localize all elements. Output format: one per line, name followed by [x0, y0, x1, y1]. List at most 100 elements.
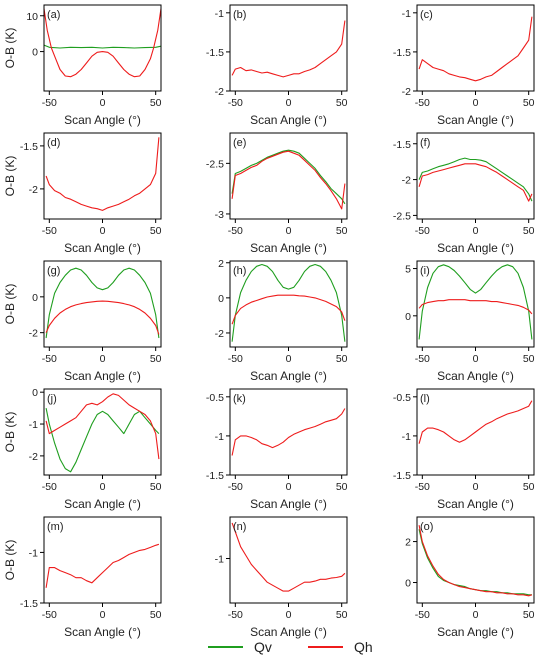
- x-tick-label-b: 0: [286, 97, 292, 109]
- x-tick-label-j: -50: [42, 481, 57, 493]
- x-tick-label-f: 50: [523, 225, 535, 237]
- x-tick-label-c: 0: [473, 97, 479, 109]
- x-axis-label-m: Scan Angle (°): [64, 625, 141, 639]
- series-line-l-qh: [418, 400, 533, 444]
- legend: Qv Qh: [208, 639, 373, 655]
- x-tick-label-o: 0: [473, 609, 479, 621]
- y-tick-label-a: 0: [32, 47, 38, 59]
- y-tick-label-j: -2: [29, 451, 38, 463]
- x-tick-label-d: 0: [100, 225, 106, 237]
- y-tick-label-j: 0: [32, 387, 38, 399]
- panel-f: -50 0 50 -2.5 -2 -1.5 (f) Scan Angle (°): [393, 132, 535, 255]
- y-tick-label-c: -1: [402, 8, 411, 20]
- series-line-e-qh: [231, 150, 346, 210]
- panel-label-i: (i): [420, 265, 430, 277]
- panel-label-h: (h): [233, 265, 246, 277]
- y-tick-label-o: 2: [405, 537, 411, 549]
- series-line-a-qh: [43, 8, 162, 78]
- plot-frame-f: [416, 132, 535, 220]
- panel-k: -50 0 50 -1.5 -1 -0.5 (k) Scan Angle (°): [206, 388, 348, 511]
- panel-label-c: (c): [420, 9, 433, 21]
- y-tick-label-b: -2: [215, 86, 224, 98]
- series-line-h-qv: [231, 263, 346, 342]
- panel-e: -50 0 50 -3 -2.5 (e) Scan Angle (°): [206, 132, 348, 255]
- x-axis-label-f: Scan Angle (°): [437, 241, 514, 255]
- y-tick-label-k: -0.5: [206, 392, 224, 404]
- x-tick-label-n: -50: [228, 609, 243, 621]
- series-line-i-qv: [418, 264, 533, 340]
- series-line-j-qv: [45, 407, 160, 473]
- panel-h: -50 0 50 -2 0 2 (h) Scan Angle (°): [215, 258, 348, 383]
- panel-n: -50 0 50 -1 (n) Scan Angle (°): [215, 516, 348, 639]
- plot-frame-d: [43, 132, 162, 220]
- x-tick-label-o: 50: [523, 609, 535, 621]
- x-tick-label-k: 0: [286, 481, 292, 493]
- series-line-h-qh: [231, 294, 346, 325]
- y-axis-label-a: O-B (K): [3, 28, 17, 69]
- y-tick-label-h: 0: [218, 293, 224, 305]
- y-tick-label-g: 0: [32, 292, 38, 304]
- panel-j: -50 0 50 -2 -1 0 (j) Scan Angle (°) O-B (K): [3, 387, 162, 511]
- x-tick-label-m: -50: [42, 609, 57, 621]
- panel-label-k: (k): [233, 393, 246, 405]
- series-line-i-qh: [418, 299, 533, 315]
- y-tick-label-e: -3: [215, 209, 224, 221]
- x-tick-label-n: 50: [336, 609, 348, 621]
- y-axis-label-g: O-B (K): [3, 284, 17, 325]
- x-tick-label-f: -50: [415, 225, 430, 237]
- series-line-f-qh: [418, 163, 533, 202]
- y-tick-label-e: -2.5: [206, 158, 224, 170]
- y-tick-label-a: 10: [26, 11, 38, 23]
- y-tick-label-l: -0.5: [393, 392, 411, 404]
- x-tick-label-k: 50: [336, 481, 348, 493]
- y-axis-label-j: O-B (K): [3, 412, 17, 453]
- x-tick-label-a: -50: [42, 97, 57, 109]
- x-tick-label-m: 0: [100, 609, 106, 621]
- series-line-g-qh: [45, 300, 160, 335]
- panel-i: -50 0 50 0 5 (i) Scan Angle (°): [405, 260, 535, 383]
- legend-label-qv: Qv: [254, 639, 272, 655]
- plot-frame-b: [229, 4, 348, 92]
- panel-o: -50 0 50 0 2 (o) Scan Angle (°): [405, 516, 535, 639]
- panel-l: -50 0 50 -1.5 -1 -0.5 (l) Scan Angle (°): [393, 388, 535, 511]
- x-tick-label-j: 0: [100, 481, 106, 493]
- x-tick-label-h: 0: [286, 353, 292, 365]
- panel-label-b: (b): [233, 9, 246, 21]
- plot-frame-e: [229, 132, 348, 220]
- x-axis-label-g: Scan Angle (°): [64, 369, 141, 383]
- y-tick-label-d: -2: [29, 184, 38, 196]
- x-tick-label-i: -50: [415, 353, 430, 365]
- series-line-f-qv: [418, 157, 533, 202]
- panel-label-a: (a): [47, 9, 60, 21]
- y-tick-label-l: -1: [402, 431, 411, 443]
- x-axis-label-k: Scan Angle (°): [250, 497, 327, 511]
- x-axis-label-i: Scan Angle (°): [437, 369, 514, 383]
- series-line-e-qv: [231, 149, 346, 205]
- x-tick-label-g: 50: [150, 353, 162, 365]
- series-line-g-qv: [45, 267, 160, 339]
- x-tick-label-e: -50: [228, 225, 243, 237]
- panel-g: -50 0 50 -2 0 (g) Scan Angle (°) O-B (K): [3, 260, 162, 383]
- y-tick-label-d: -1.5: [20, 141, 38, 153]
- x-axis-label-h: Scan Angle (°): [250, 369, 327, 383]
- x-tick-label-c: -50: [415, 97, 430, 109]
- x-tick-label-l: 0: [473, 481, 479, 493]
- x-tick-label-d: -50: [42, 225, 57, 237]
- y-tick-label-m: -1: [29, 547, 38, 559]
- y-axis-label-d: O-B (K): [3, 156, 17, 197]
- y-tick-label-c: -1.5: [393, 47, 411, 59]
- x-tick-label-h: 50: [336, 353, 348, 365]
- x-tick-label-a: 50: [150, 97, 162, 109]
- x-tick-label-g: 0: [100, 353, 106, 365]
- panel-d: -50 0 50 -2 -1.5 (d) Scan Angle (°) O-B (K): [3, 132, 162, 255]
- y-tick-label-k: -1: [215, 431, 224, 443]
- y-tick-label-f: -1.5: [393, 139, 411, 151]
- x-tick-label-e: 50: [336, 225, 348, 237]
- series-line-a-qv: [43, 44, 162, 49]
- y-tick-label-g: -2: [29, 328, 38, 340]
- x-tick-label-k: -50: [228, 481, 243, 493]
- y-tick-label-k: -1.5: [206, 470, 224, 482]
- y-axis-label-m: O-B (K): [3, 540, 17, 581]
